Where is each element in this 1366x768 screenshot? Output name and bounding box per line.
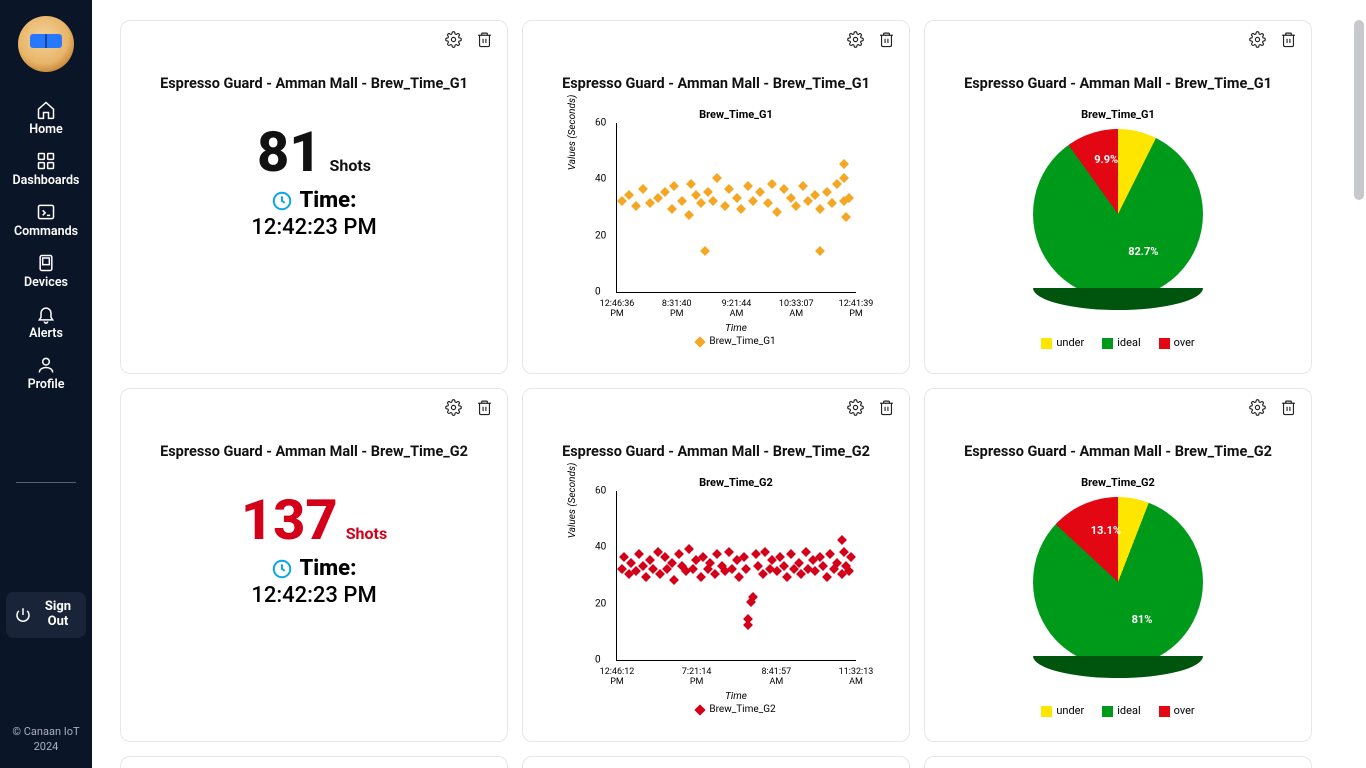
scatter-plot: Values (Seconds)020406012:46:36PM8:31:40… [616,123,856,293]
home-icon [36,100,56,120]
card-title: Espresso Guard - Amman Mall - Brew_Time_… [539,443,893,460]
dashboards-icon [36,151,56,171]
footer-copyright: © Canaan IoT 2024 [0,725,92,754]
brand-logo[interactable] [18,16,74,72]
devices-icon [36,253,56,273]
nav-profile[interactable]: Profile [28,355,65,392]
nav-label: Alerts [29,326,63,341]
card-title: Espresso Guard - Amman Mall - Brew_Time_… [941,443,1295,460]
scatter-legend: Brew_Time_G2 [696,704,775,715]
gear-icon[interactable] [445,31,462,52]
nav-home[interactable]: Home [29,100,63,137]
signout-label: Sign Out [38,600,78,630]
nav-label: Home [29,122,63,137]
shot-count: 81 [257,124,322,180]
nav-label: Commands [14,224,78,239]
pie-pct-label: 13.1% [1091,524,1121,537]
y-axis-label: Values (Seconds) [567,94,578,170]
widget-card: Espresso Guard - Amman Mall - Brew_Time_… [120,388,508,742]
nav-label: Profile [28,377,65,392]
trash-icon[interactable] [476,399,493,420]
chart-series-name: Brew_Time_G1 [699,108,773,121]
nav-label: Dashboards [13,173,80,188]
trash-icon[interactable] [1280,399,1297,420]
nav-devices[interactable]: Devices [24,253,68,290]
next-row-peek [120,756,1338,768]
time-label: Time: [299,188,356,213]
chart-series-name: Brew_Time_G1 [1081,108,1155,121]
gear-icon[interactable] [445,399,462,420]
chart-series-name: Brew_Time_G2 [1081,476,1155,489]
shot-unit: Shots [330,156,371,175]
widget-card: Espresso Guard - Amman Mall - Brew_Time_… [120,20,508,374]
gear-icon[interactable] [1249,31,1266,52]
main-content: Espresso Guard - Amman Mall - Brew_Time_… [92,0,1366,768]
pie-pct-label: 81% [1132,613,1153,626]
widget-card: Espresso Guard - Amman Mall - Brew_Time_… [522,388,910,742]
scatter-legend: Brew_Time_G1 [696,336,775,347]
time-label: Time: [299,556,356,581]
y-axis-label: Values (Seconds) [567,462,578,538]
chart-series-name: Brew_Time_G2 [699,476,773,489]
shot-count: 137 [241,492,338,548]
nav-dashboards[interactable]: Dashboards [13,151,80,188]
pie-chart: 13.1% 81% [1033,497,1203,667]
scatter-plot: Values (Seconds)020406012:46:12PM7:21:14… [616,491,856,661]
nav-label: Devices [24,275,68,290]
nav-list: Home Dashboards Commands Devices Alerts … [13,100,80,392]
card-title: Espresso Guard - Amman Mall - Brew_Time_… [539,75,893,92]
card-title: Espresso Guard - Amman Mall - Brew_Time_… [137,75,491,92]
scrollbar-thumb[interactable] [1354,20,1364,200]
profile-icon [36,355,56,375]
card-title: Espresso Guard - Amman Mall - Brew_Time_… [137,443,491,460]
pie-pct-label: 82.7% [1128,245,1158,258]
nav-commands[interactable]: Commands [14,202,78,239]
pie-legend: underidealover [1041,336,1194,349]
gear-icon[interactable] [847,31,864,52]
shot-unit: Shots [346,524,387,543]
time-value: 12:42:23 PM [137,215,491,240]
gear-icon[interactable] [1249,399,1266,420]
card-title: Espresso Guard - Amman Mall - Brew_Time_… [941,75,1295,92]
gear-icon[interactable] [847,399,864,420]
power-icon [14,606,32,624]
trash-icon[interactable] [1280,31,1297,52]
time-value: 12:42:23 PM [137,583,491,608]
pie-pct-label: 9.9% [1094,153,1118,166]
time-row: Time: [137,556,491,581]
nav-alerts[interactable]: Alerts [29,304,63,341]
sidebar: Home Dashboards Commands Devices Alerts … [0,0,92,768]
widget-card: Espresso Guard - Amman Mall - Brew_Time_… [522,20,910,374]
x-axis-label: Time [725,691,747,702]
dashboard-grid: Espresso Guard - Amman Mall - Brew_Time_… [120,20,1338,742]
x-axis-label: Time [725,323,747,334]
sidebar-divider [16,482,76,483]
widget-card: Espresso Guard - Amman Mall - Brew_Time_… [924,388,1312,742]
commands-icon [36,202,56,222]
pie-legend: underidealover [1041,704,1194,717]
trash-icon[interactable] [878,399,895,420]
trash-icon[interactable] [878,31,895,52]
alerts-icon [36,304,56,324]
widget-card: Espresso Guard - Amman Mall - Brew_Time_… [924,20,1312,374]
pie-chart: 9.9% 82.7% [1033,129,1203,299]
signout-button[interactable]: Sign Out [6,592,86,638]
time-row: Time: [137,188,491,213]
trash-icon[interactable] [476,31,493,52]
